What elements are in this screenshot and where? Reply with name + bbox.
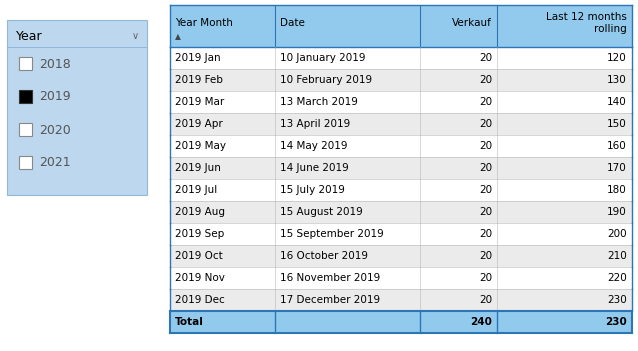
Text: 2019 Jun: 2019 Jun <box>175 163 221 173</box>
Text: Date: Date <box>280 18 305 28</box>
Text: 2019 Nov: 2019 Nov <box>175 273 225 283</box>
Text: 20: 20 <box>479 163 492 173</box>
Text: 2019 May: 2019 May <box>175 141 226 151</box>
Bar <box>170 223 632 245</box>
Text: 15 July 2019: 15 July 2019 <box>280 185 345 195</box>
Text: ▲: ▲ <box>175 32 181 41</box>
Bar <box>7 20 147 195</box>
Text: 15 August 2019: 15 August 2019 <box>280 207 363 217</box>
Text: 2019 Jul: 2019 Jul <box>175 185 218 195</box>
Text: 2019: 2019 <box>39 91 71 104</box>
Text: 2019 Dec: 2019 Dec <box>175 295 225 305</box>
Bar <box>170 179 632 201</box>
Bar <box>170 5 632 47</box>
Text: Year: Year <box>16 29 43 42</box>
Text: 20: 20 <box>479 97 492 107</box>
Text: 20: 20 <box>479 229 492 239</box>
Text: 15 September 2019: 15 September 2019 <box>280 229 383 239</box>
Text: 190: 190 <box>607 207 627 217</box>
Text: 16 October 2019: 16 October 2019 <box>280 251 368 261</box>
Text: 180: 180 <box>607 185 627 195</box>
Text: 14 May 2019: 14 May 2019 <box>280 141 348 151</box>
Text: 20: 20 <box>479 251 492 261</box>
Bar <box>170 69 632 91</box>
Text: 2021: 2021 <box>39 157 71 170</box>
Bar <box>170 245 632 267</box>
Text: 20: 20 <box>479 185 492 195</box>
Text: 170: 170 <box>607 163 627 173</box>
Bar <box>170 47 632 69</box>
Text: 20: 20 <box>479 119 492 129</box>
Text: 10 February 2019: 10 February 2019 <box>280 75 372 85</box>
Text: 20: 20 <box>479 53 492 63</box>
Text: 10 January 2019: 10 January 2019 <box>280 53 366 63</box>
Bar <box>170 311 632 333</box>
Text: 130: 130 <box>607 75 627 85</box>
Bar <box>19 156 32 169</box>
Text: 2019 Aug: 2019 Aug <box>175 207 225 217</box>
Text: 20: 20 <box>479 273 492 283</box>
Bar <box>19 123 32 136</box>
Text: 150: 150 <box>607 119 627 129</box>
Text: Total: Total <box>175 317 204 327</box>
Text: 2019 Sep: 2019 Sep <box>175 229 224 239</box>
Text: 20: 20 <box>479 207 492 217</box>
Bar <box>170 135 632 157</box>
Text: 20: 20 <box>479 141 492 151</box>
Bar <box>170 91 632 113</box>
Text: 16 November 2019: 16 November 2019 <box>280 273 380 283</box>
Text: 17 December 2019: 17 December 2019 <box>280 295 380 305</box>
Text: 2019 Apr: 2019 Apr <box>175 119 223 129</box>
Text: Verkauf: Verkauf <box>452 18 492 28</box>
Text: 120: 120 <box>607 53 627 63</box>
Text: 13 March 2019: 13 March 2019 <box>280 97 358 107</box>
Bar <box>19 57 32 70</box>
Text: 2019 Mar: 2019 Mar <box>175 97 224 107</box>
Bar <box>170 289 632 311</box>
Text: Year Month: Year Month <box>175 18 233 28</box>
Text: 210: 210 <box>607 251 627 261</box>
Text: 2019 Jan: 2019 Jan <box>175 53 221 63</box>
Text: 200: 200 <box>607 229 627 239</box>
Bar <box>170 157 632 179</box>
Text: 2019 Oct: 2019 Oct <box>175 251 223 261</box>
Text: 20: 20 <box>479 295 492 305</box>
Bar <box>19 90 32 103</box>
Text: 20: 20 <box>479 75 492 85</box>
Text: 2018: 2018 <box>39 58 71 71</box>
Text: 13 April 2019: 13 April 2019 <box>280 119 350 129</box>
Text: 140: 140 <box>607 97 627 107</box>
Text: 230: 230 <box>605 317 627 327</box>
Bar <box>170 113 632 135</box>
Text: 2020: 2020 <box>39 124 71 137</box>
Text: 240: 240 <box>470 317 492 327</box>
Text: Last 12 months
rolling: Last 12 months rolling <box>546 12 627 34</box>
Bar <box>170 267 632 289</box>
Text: 160: 160 <box>607 141 627 151</box>
Bar <box>170 201 632 223</box>
Text: 230: 230 <box>607 295 627 305</box>
Text: 2019 Feb: 2019 Feb <box>175 75 223 85</box>
Text: 14 June 2019: 14 June 2019 <box>280 163 349 173</box>
Text: ∨: ∨ <box>131 31 138 41</box>
Text: 220: 220 <box>607 273 627 283</box>
